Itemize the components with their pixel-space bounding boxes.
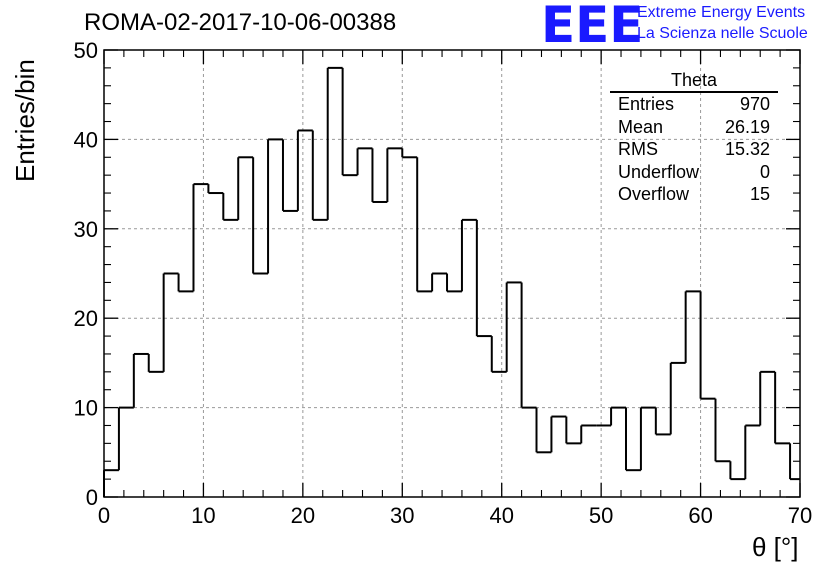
stats-value: 970 <box>739 94 770 114</box>
y-axis-label: Entries/bin <box>10 59 40 182</box>
stats-row: Mean 26.19 <box>610 116 778 139</box>
stats-label: Mean <box>618 116 664 137</box>
brand-line-1: Extreme Energy Events <box>637 4 806 21</box>
stats-value: 15.32 <box>724 139 770 159</box>
x-tick-label: 20 <box>291 503 315 528</box>
stats-value: 0 <box>759 161 770 182</box>
brand-line-2: La Scienza nelle Scuole <box>637 25 808 42</box>
x-tick-label: 40 <box>489 503 513 528</box>
stats-row: Underflow 0 <box>610 161 778 184</box>
eee-logo: EEE <box>541 0 644 54</box>
y-tick-label: 20 <box>74 306 98 331</box>
stats-box: Theta Entries 970 Mean 26.19 RMS 15.32 Unde… <box>610 70 778 206</box>
x-tick-label: 10 <box>191 503 215 528</box>
chart-title: ROMA-02-2017-10-06-00388 <box>84 9 397 36</box>
stats-label: RMS <box>618 139 658 159</box>
x-tick-label: 60 <box>688 503 712 528</box>
stats-row: Entries 970 <box>610 93 778 116</box>
plot-frame <box>103 49 801 498</box>
x-tick-label: 70 <box>788 503 812 528</box>
stats-label: Underflow <box>618 161 700 182</box>
y-tick-label: 0 <box>86 485 98 510</box>
x-tick-label: 50 <box>589 503 613 528</box>
y-tick-label: 10 <box>74 396 98 421</box>
x-axis-label: θ [°] <box>752 532 799 562</box>
stats-value: 26.19 <box>724 116 770 137</box>
tick-labels: 0 10 20 30 40 50 60 70 0 10 20 30 40 50 <box>74 38 813 528</box>
stats-value: 15 <box>749 184 770 204</box>
y-tick-label: 30 <box>74 217 98 242</box>
stats-row: Overflow 15 <box>610 183 778 206</box>
y-tick-label: 40 <box>74 127 98 152</box>
stats-label: Overflow <box>618 184 690 204</box>
histogram-bins <box>103 66 800 497</box>
stats-title: Theta <box>610 70 778 93</box>
y-tick-label: 50 <box>74 38 98 63</box>
grid-lines <box>104 50 800 497</box>
x-tick-label: 30 <box>390 503 414 528</box>
stats-row: RMS 15.32 <box>610 138 778 161</box>
stats-label: Entries <box>618 94 675 114</box>
x-tick-label: 0 <box>98 503 110 528</box>
